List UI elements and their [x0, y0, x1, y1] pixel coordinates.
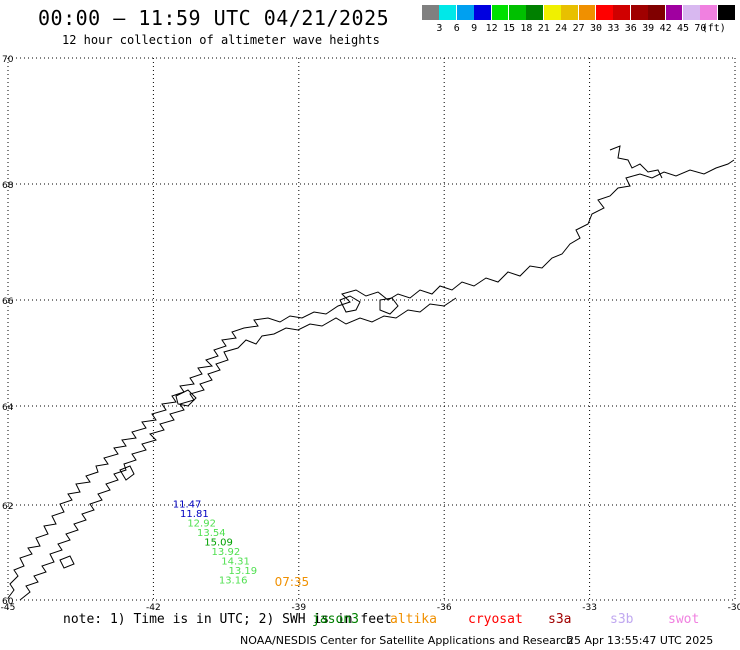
legend-swatch: [422, 5, 439, 20]
longitude-label: -45: [1, 603, 16, 613]
wave-height-label: 13.92: [212, 547, 241, 558]
latitude-labels: 70 68 66 64 62 60: [2, 55, 14, 607]
timestamp-text: 25 Apr 13:55:47 UTC 2025: [567, 634, 714, 647]
satellite-s3a: s3a: [548, 612, 572, 627]
wave-height-label: 13.54: [197, 528, 226, 539]
legend-swatch: [665, 5, 683, 20]
latitude-label: 68: [2, 181, 14, 191]
legend-label: 24: [555, 23, 568, 34]
satellite-altika: altika: [390, 612, 437, 627]
legend-label: 33: [607, 23, 620, 34]
longitude-label: -30: [728, 603, 740, 613]
legend-label: 36: [624, 23, 637, 34]
credit-text: NOAA/NESDIS Center for Satellite Applica…: [240, 634, 574, 647]
fjord-island-4: [119, 465, 135, 481]
legend-label: 18: [520, 23, 533, 34]
legend-label: 70: [694, 23, 707, 34]
legend-swatch: [578, 5, 596, 20]
legend-label: 6: [453, 23, 460, 34]
legend-swatch: [526, 5, 544, 20]
lat-lon-grid: [7, 57, 736, 601]
legend-swatch: [543, 5, 561, 20]
wave-height-label: 13.19: [229, 566, 258, 577]
fjord-island-5: [59, 555, 75, 569]
legend-swatch: [700, 5, 718, 20]
legend-label: 27: [572, 23, 585, 34]
legend-label: 39: [642, 23, 655, 34]
northeast-peninsula: [609, 145, 663, 179]
satellite-swot: swot: [668, 612, 700, 627]
latitude-label: 66: [2, 297, 14, 307]
legend-swatch: [613, 5, 631, 20]
note-text: note: 1) Time is in UTC; 2) SWH is in fe…: [63, 612, 392, 627]
latitude-label: 60: [2, 597, 14, 607]
fjord-island: [339, 295, 361, 313]
longitude-label: -36: [437, 603, 452, 613]
legend-swatch: [596, 5, 613, 20]
legend-swatch: [683, 5, 700, 20]
legend-label: 15: [502, 23, 516, 34]
satellite-jason3: jason3: [312, 612, 359, 627]
wave-height-label: 14.31: [221, 556, 250, 567]
wave-height-label: 15.09: [204, 537, 233, 548]
legend-label: 3: [436, 23, 443, 34]
wave-height-label: 11.47: [173, 499, 202, 510]
legend-label: 30: [589, 23, 603, 34]
wave-height-label: 13.16: [219, 575, 248, 586]
satellite-cryosat: cryosat: [468, 612, 523, 627]
wave-observations: 11.4711.8112.9213.5415.0913.9214.3113.19…: [173, 499, 309, 588]
legend-label: 42: [659, 23, 672, 34]
legend-swatch: [474, 5, 492, 20]
legend-label: 21: [537, 23, 550, 34]
longitude-label: -39: [291, 603, 306, 613]
legend-swatch: [648, 5, 666, 20]
longitude-label: -42: [146, 603, 161, 613]
coastline: [7, 145, 735, 601]
wave-height-label: 12.92: [187, 518, 216, 529]
longitude-labels: -45 -42 -39 -36 -33 -30: [1, 603, 740, 613]
legend-label: 12: [485, 23, 498, 34]
fjord-island-3: [175, 389, 197, 407]
satellite-s3b: s3b: [610, 612, 634, 627]
legend-label: 9: [471, 23, 478, 34]
greenland-coastline: [7, 159, 735, 599]
wave-height-label: 11.81: [180, 509, 209, 520]
legend-swatch: [630, 5, 648, 20]
observation-time-label: 07:35: [275, 575, 310, 589]
inner-coastline: [19, 297, 457, 601]
latitude-label: 70: [2, 55, 14, 65]
longitude-label: -33: [582, 603, 597, 613]
latitude-label: 64: [2, 403, 14, 413]
legend-swatch: [456, 5, 474, 20]
legend-swatch: [561, 5, 579, 20]
map-title: 00:00 – 11:59 UTC 04/21/2025: [38, 6, 390, 30]
legend-swatch: [439, 5, 457, 20]
fjord-island-2: [379, 297, 399, 315]
legend-label: (ft): [701, 23, 726, 34]
legend-swatch: [717, 5, 735, 20]
legend-swatch: [491, 5, 509, 20]
map-subtitle: 12 hour collection of altimeter wave hei…: [62, 33, 380, 47]
legend-swatch: [509, 5, 526, 20]
legend-label: 45: [676, 23, 690, 34]
latitude-label: 62: [2, 502, 13, 512]
